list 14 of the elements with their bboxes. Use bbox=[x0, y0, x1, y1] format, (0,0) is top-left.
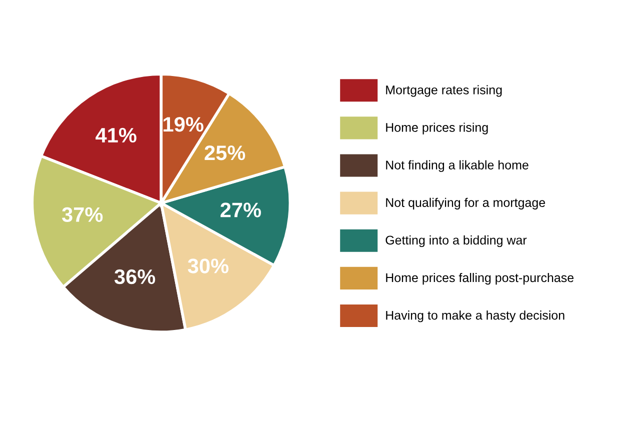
data-label: 19% bbox=[164, 116, 204, 132]
data-label: 36% bbox=[114, 269, 156, 284]
data-label: 37% bbox=[62, 207, 103, 222]
legend-label: Having to make a hasty decision bbox=[386, 310, 564, 322]
data-label: 41% bbox=[96, 128, 136, 143]
data-label: 27% bbox=[220, 202, 261, 218]
legend-label: Getting into a bidding war bbox=[386, 235, 527, 248]
data-label: 30% bbox=[188, 258, 228, 274]
legend-label: Home prices falling post-purchase bbox=[386, 272, 574, 285]
legend-label: Not qualifying for a mortgage bbox=[386, 198, 546, 210]
legend-label: Mortgage rates rising bbox=[386, 85, 502, 97]
data-label: 25% bbox=[204, 145, 246, 160]
legend-label: Not finding a likable home bbox=[386, 160, 528, 172]
legend-label: Home prices rising bbox=[386, 122, 488, 134]
